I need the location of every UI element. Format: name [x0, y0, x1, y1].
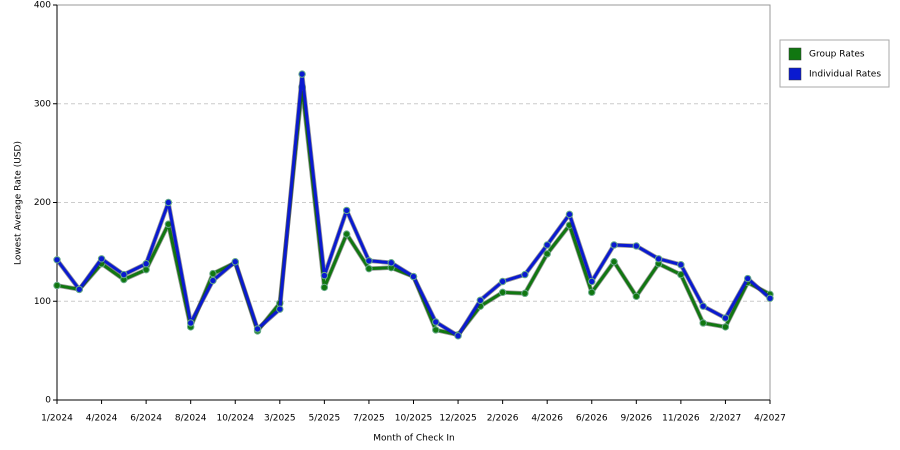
point: [209, 276, 217, 285]
point: [342, 206, 351, 215]
point: [209, 269, 217, 278]
point: [699, 302, 707, 310]
point: [588, 288, 596, 297]
point: [432, 326, 440, 334]
legend-label: Group Rates: [809, 50, 865, 60]
point: [53, 281, 61, 290]
point: [610, 241, 618, 249]
point: [365, 264, 373, 273]
x-tick-label: 9/2026: [620, 414, 652, 424]
point: [342, 230, 351, 238]
point: [164, 198, 173, 207]
y-tick-label: 0: [45, 396, 51, 406]
point: [632, 242, 641, 250]
point: [320, 271, 329, 280]
legend-swatch: [788, 47, 802, 61]
y-tick-label: 100: [34, 297, 51, 307]
x-axis-label: Month of Check In: [373, 434, 455, 444]
legend-swatch: [788, 67, 802, 81]
legend-label: Individual Rates: [809, 70, 881, 80]
point: [298, 70, 306, 78]
x-tick-label: 5/2025: [309, 414, 341, 424]
x-tick-label: 12/2025: [439, 414, 476, 424]
x-tick-label: 3/2025: [264, 414, 296, 424]
y-tick-label: 300: [34, 99, 51, 109]
point: [498, 288, 507, 297]
x-tick-label: 10/2024: [217, 414, 255, 424]
series-line: [55, 72, 771, 338]
point: [699, 319, 707, 327]
point: [588, 277, 596, 286]
point: [454, 332, 462, 340]
point: [97, 255, 106, 263]
point: [543, 250, 551, 258]
x-tick-label: 7/2025: [353, 414, 385, 424]
point: [721, 314, 730, 322]
series-outline: [55, 71, 772, 339]
point: [186, 319, 195, 327]
point: [543, 241, 551, 249]
y-tick-label: 400: [34, 1, 51, 11]
point: [387, 259, 395, 267]
point: [610, 258, 618, 266]
x-tick-label: 2/2026: [487, 414, 519, 424]
point: [276, 305, 284, 313]
point: [320, 283, 329, 292]
point: [142, 260, 150, 268]
x-tick-label: 4/2024: [86, 414, 118, 424]
x-tick-label: 6/2026: [576, 414, 608, 424]
y-tick-label: 200: [34, 198, 51, 208]
point: [632, 292, 641, 301]
point: [654, 255, 663, 263]
point: [75, 285, 83, 294]
x-tick-label: 11/2026: [662, 414, 700, 424]
point: [677, 261, 685, 269]
point: [521, 289, 529, 298]
point: [409, 272, 418, 281]
x-tick-label: 8/2024: [175, 414, 207, 424]
point: [365, 257, 373, 265]
x-tick-label: 1/2024: [41, 414, 73, 424]
x-tick-label: 4/2026: [531, 414, 563, 424]
point: [476, 296, 485, 304]
y-axis-label: Lowest Average Rate (USD): [14, 141, 24, 265]
point: [432, 318, 440, 326]
point: [253, 325, 262, 333]
point: [498, 277, 507, 286]
point: [53, 256, 61, 264]
point: [120, 270, 128, 279]
point: [231, 258, 239, 266]
point: [521, 270, 529, 279]
point: [565, 210, 574, 219]
x-tick-label: 10/2025: [395, 414, 432, 424]
point: [744, 274, 752, 283]
point: [766, 294, 774, 302]
x-tick-label: 4/2027: [754, 414, 786, 424]
x-tick-label: 2/2027: [710, 414, 742, 424]
point: [721, 323, 730, 331]
x-tick-label: 6/2024: [130, 414, 162, 424]
